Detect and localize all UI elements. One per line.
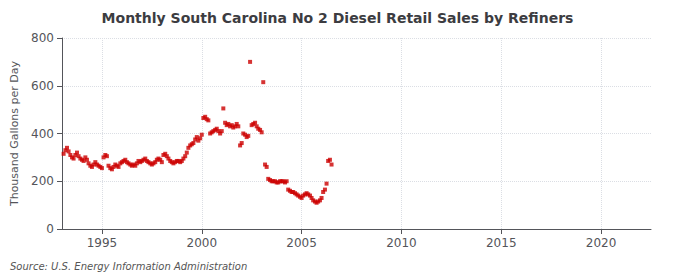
- svg-text:2000: 2000: [186, 236, 217, 250]
- svg-text:1995: 1995: [87, 236, 118, 250]
- svg-text:200: 200: [31, 174, 54, 188]
- svg-text:2020: 2020: [586, 236, 617, 250]
- svg-text:0: 0: [46, 222, 54, 236]
- svg-text:2015: 2015: [486, 236, 517, 250]
- svg-text:Source: U.S. Energy Informatio: Source: U.S. Energy Information Administ…: [10, 261, 247, 272]
- svg-text:2005: 2005: [286, 236, 317, 250]
- svg-text:Monthly South Carolina No 2 Di: Monthly South Carolina No 2 Diesel Retai…: [102, 10, 574, 26]
- svg-text:Thousand Gallons per Day: Thousand Gallons per Day: [8, 60, 21, 207]
- svg-text:600: 600: [31, 79, 54, 93]
- svg-text:400: 400: [31, 127, 54, 141]
- svg-text:800: 800: [31, 31, 54, 45]
- svg-text:2010: 2010: [386, 236, 417, 250]
